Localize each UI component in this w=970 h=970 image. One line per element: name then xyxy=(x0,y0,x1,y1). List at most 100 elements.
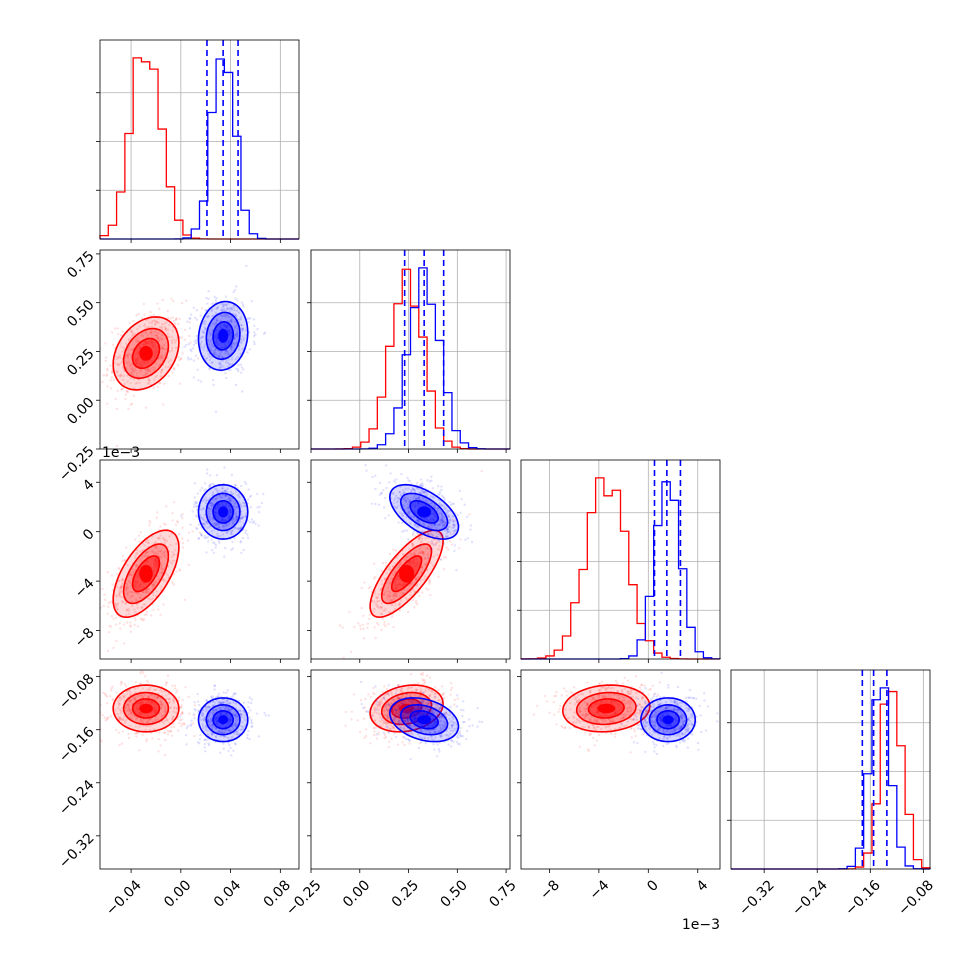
scatter-point xyxy=(400,688,403,691)
scatter-point xyxy=(425,547,429,550)
scatter-point xyxy=(133,538,137,541)
scatter-point xyxy=(178,722,181,725)
scatter-point xyxy=(223,308,226,311)
scatter-point xyxy=(159,356,163,359)
scatter-point xyxy=(379,716,382,719)
scatter-point xyxy=(369,742,372,745)
scatter-point xyxy=(448,514,451,517)
scatter-point xyxy=(145,589,148,592)
scatter-point xyxy=(223,525,227,528)
scatter-point xyxy=(244,504,247,507)
panel-content xyxy=(100,670,270,757)
scatter-point xyxy=(374,602,377,606)
scatter-point xyxy=(363,736,366,739)
scatter-point xyxy=(115,639,118,643)
scatter-point xyxy=(117,363,120,366)
scatter-point xyxy=(118,743,121,747)
scatter-point xyxy=(112,646,115,650)
scatter-point xyxy=(396,743,400,746)
scatter-point xyxy=(211,697,214,700)
scatter-point xyxy=(226,361,230,364)
scatter-point xyxy=(255,712,259,715)
scatter-point xyxy=(205,707,208,711)
scatter-point xyxy=(211,379,215,382)
scatter-point xyxy=(453,703,456,706)
scatter-point xyxy=(130,590,133,594)
scatter-point xyxy=(449,688,453,692)
scatter-point xyxy=(435,541,439,544)
scatter-point xyxy=(174,346,178,350)
scatter-point xyxy=(428,695,431,698)
scatter-point xyxy=(162,552,166,555)
scatter-point xyxy=(444,507,447,510)
scatter-point xyxy=(206,729,209,732)
scatter-point xyxy=(420,540,423,543)
scatter-point xyxy=(221,533,225,536)
scatter-point xyxy=(211,498,214,501)
scatter-point xyxy=(159,375,162,378)
scatter-point xyxy=(250,698,253,701)
scatter-point xyxy=(381,719,385,722)
scatter-point xyxy=(210,356,213,359)
scatter-point xyxy=(177,696,181,699)
scatter-point xyxy=(150,329,154,332)
scatter-point xyxy=(120,585,123,588)
scatter-point xyxy=(236,730,239,733)
scatter-point xyxy=(195,515,199,518)
scatter-point xyxy=(428,581,431,584)
scatter-point xyxy=(139,369,143,372)
scatter-point xyxy=(438,512,441,515)
scatter-point xyxy=(132,714,136,717)
scatter-point xyxy=(109,601,112,604)
scatter-point xyxy=(105,718,109,721)
scatter-point xyxy=(116,712,120,716)
scatter-point xyxy=(144,406,148,409)
scatter-point xyxy=(373,607,376,611)
scatter-point xyxy=(152,551,155,554)
scatter-point xyxy=(109,387,113,390)
scatter-point xyxy=(442,523,446,527)
scatter-point xyxy=(400,472,403,476)
scatter-point xyxy=(388,566,391,569)
scatter-point xyxy=(445,712,448,715)
scatter-point xyxy=(126,703,129,706)
scatter-point xyxy=(139,719,143,722)
scatter-point xyxy=(170,346,174,350)
scatter-point xyxy=(138,550,142,553)
scatter-point xyxy=(105,374,108,377)
scatter-point xyxy=(147,378,150,381)
scatter-point xyxy=(173,549,177,552)
scatter-point xyxy=(411,543,414,546)
scatter-point xyxy=(444,711,448,714)
scatter-point xyxy=(104,356,108,359)
scatter-point xyxy=(384,609,387,612)
scatter-point xyxy=(425,494,428,497)
scatter-point xyxy=(106,402,109,405)
scatter-point xyxy=(232,492,235,496)
scatter-point xyxy=(208,485,211,489)
scatter-point xyxy=(390,599,393,602)
scatter-point xyxy=(451,715,454,719)
scatter-point xyxy=(425,587,428,590)
scatter-point xyxy=(172,699,175,702)
scatter-point xyxy=(362,637,366,640)
scatter-point xyxy=(215,708,218,712)
scatter-point xyxy=(222,734,225,738)
scatter-point xyxy=(132,319,135,323)
scatter-point xyxy=(450,739,453,742)
scatter-point xyxy=(121,694,125,697)
scatter-point xyxy=(148,718,151,721)
scatter-point xyxy=(459,727,462,730)
scatter-point xyxy=(408,694,412,697)
scatter-point xyxy=(233,342,236,345)
scatter-point xyxy=(436,507,439,510)
scatter-point xyxy=(406,717,409,720)
scatter-point xyxy=(203,344,206,347)
scatter-point xyxy=(240,510,243,513)
scatter-point xyxy=(119,712,123,715)
scatter-point xyxy=(159,371,163,374)
scatter-point xyxy=(120,388,123,391)
scatter-point xyxy=(145,372,148,375)
scatter-point xyxy=(397,603,401,607)
scatter-point xyxy=(211,548,214,552)
